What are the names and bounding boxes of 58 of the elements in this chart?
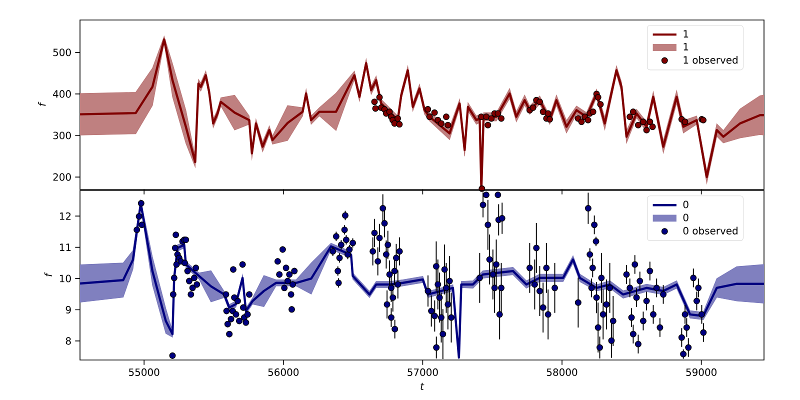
point (597, 101, 604, 108)
point (546, 116, 554, 123)
point (540, 108, 546, 116)
point (444, 122, 452, 128)
point (376, 94, 383, 101)
point (682, 118, 688, 126)
point (536, 98, 543, 106)
point (578, 118, 585, 126)
legend-label: 1 observed (684, 56, 738, 64)
x-tick-label: 55000 (128, 368, 160, 376)
point (426, 114, 433, 120)
y-tick-label: 400 (53, 90, 71, 98)
y-tick-label: 12 (60, 212, 71, 220)
point (544, 110, 552, 117)
legend-label: 0 observed (683, 226, 738, 234)
point (386, 108, 393, 116)
x-axis-title: t (420, 382, 424, 390)
y-tick-label: 200 (53, 173, 71, 181)
y-axis-title: f (44, 272, 52, 276)
point (396, 121, 403, 128)
point (530, 104, 536, 111)
y-tick-label: 10 (60, 274, 71, 282)
point (498, 115, 505, 122)
point (442, 114, 450, 120)
point (494, 110, 502, 117)
point (630, 108, 636, 116)
point (646, 118, 654, 126)
legend-label: 1 (684, 30, 688, 38)
point (483, 114, 490, 120)
point (484, 122, 492, 128)
point (590, 108, 596, 116)
y-tick-label: 500 (53, 48, 71, 56)
text: 0 (683, 214, 688, 222)
point (640, 118, 646, 126)
x-tick-label: 58000 (546, 368, 578, 376)
x-tick-label: 59000 (686, 368, 717, 376)
point (394, 115, 402, 122)
point (438, 120, 444, 127)
point (424, 106, 432, 113)
point (626, 114, 634, 120)
point (634, 122, 642, 128)
y-axis-title: f (38, 102, 46, 106)
x-tick-label: 57000 (408, 368, 438, 376)
text: 1 (684, 43, 688, 50)
point (372, 105, 379, 112)
point (584, 116, 592, 124)
y-tick-label: 9 (66, 306, 71, 314)
point (371, 98, 378, 106)
point (643, 126, 650, 134)
legend-label: 0 (683, 200, 688, 208)
point (594, 94, 602, 101)
point (431, 109, 438, 116)
y-tick-label: 11 (60, 244, 71, 251)
y-tick-label: 300 (53, 132, 71, 140)
y-tick-label: 8 (66, 337, 71, 345)
x-tick-label: 56000 (268, 368, 299, 376)
point (488, 115, 495, 122)
point (649, 124, 656, 130)
